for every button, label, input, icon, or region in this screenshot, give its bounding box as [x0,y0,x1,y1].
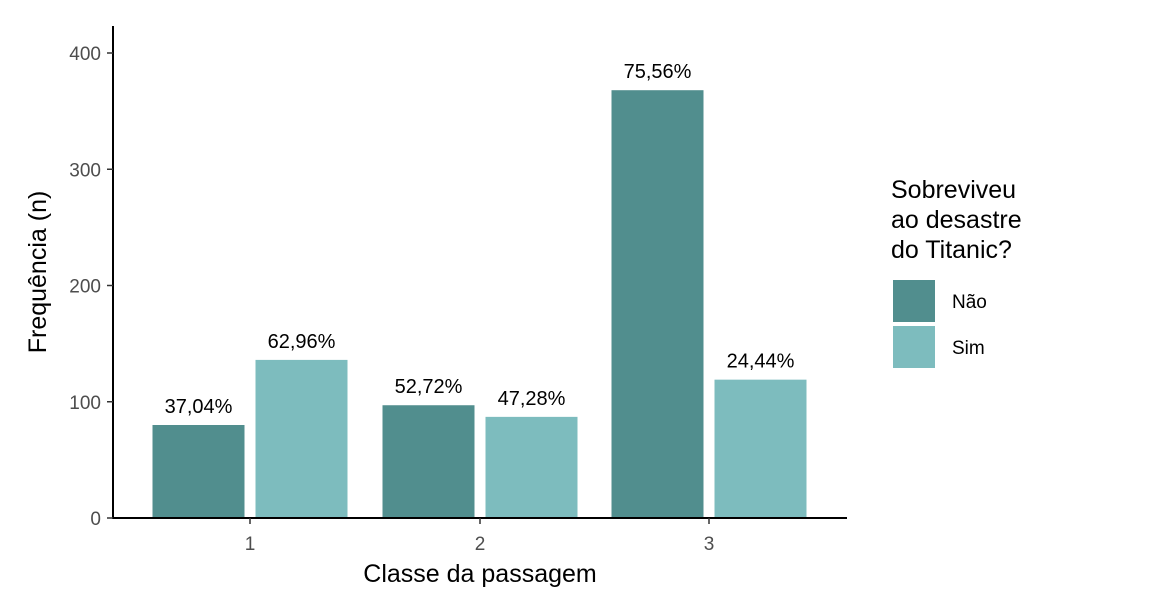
legend-key-não [893,280,935,322]
bar-1-sim [255,359,348,518]
data-label-1-não: 37,04% [165,396,233,418]
data-label-2-sim: 47,28% [498,388,566,410]
bar-3-sim [714,379,807,518]
x-tick-label: 1 [245,534,256,555]
x-tick-label: 3 [704,534,715,555]
bar-2-sim [485,416,578,518]
data-labels-layer: 37,04% 62,96% 52,72% 47,28% 75,56% 24,44% [165,61,795,418]
bars-layer [152,90,807,518]
y-tick-label: 100 [69,393,101,414]
bar-1-não [152,425,245,518]
legend-title-line-2: ao desastre [891,206,1022,234]
data-label-3-sim: 24,44% [727,351,795,373]
x-axis-title: Classe da passagem [363,560,596,588]
x-ticks-layer: 1 2 3 [245,518,715,555]
legend-title-line-3: do Titanic? [891,236,1012,264]
legend-title: Sobreviveu ao desastre do Titanic? [891,176,1029,264]
data-label-2-não: 52,72% [395,376,463,398]
y-tick-label: 400 [69,44,101,65]
legend: Sobreviveu ao desastre do Titanic? Não Si… [891,176,1029,368]
x-tick-label: 2 [475,534,486,555]
legend-title-line-1: Sobreviveu [891,176,1016,204]
y-tick-label: 0 [90,509,101,530]
legend-label-sim: Sim [952,338,985,359]
legend-key-sim [893,326,935,368]
y-tick-label: 200 [69,277,101,298]
legend-label-não: Não [952,292,987,313]
y-tick-label: 300 [69,160,101,181]
legend-items: Não Sim [893,280,987,368]
y-ticks-layer: 0 100 200 300 400 [69,44,113,530]
bar-3-não [611,90,704,518]
data-label-3-não: 75,56% [624,61,692,83]
bar-2-não [382,405,475,518]
y-axis-title: Frequência (n) [24,191,52,354]
data-label-1-sim: 62,96% [268,331,336,353]
